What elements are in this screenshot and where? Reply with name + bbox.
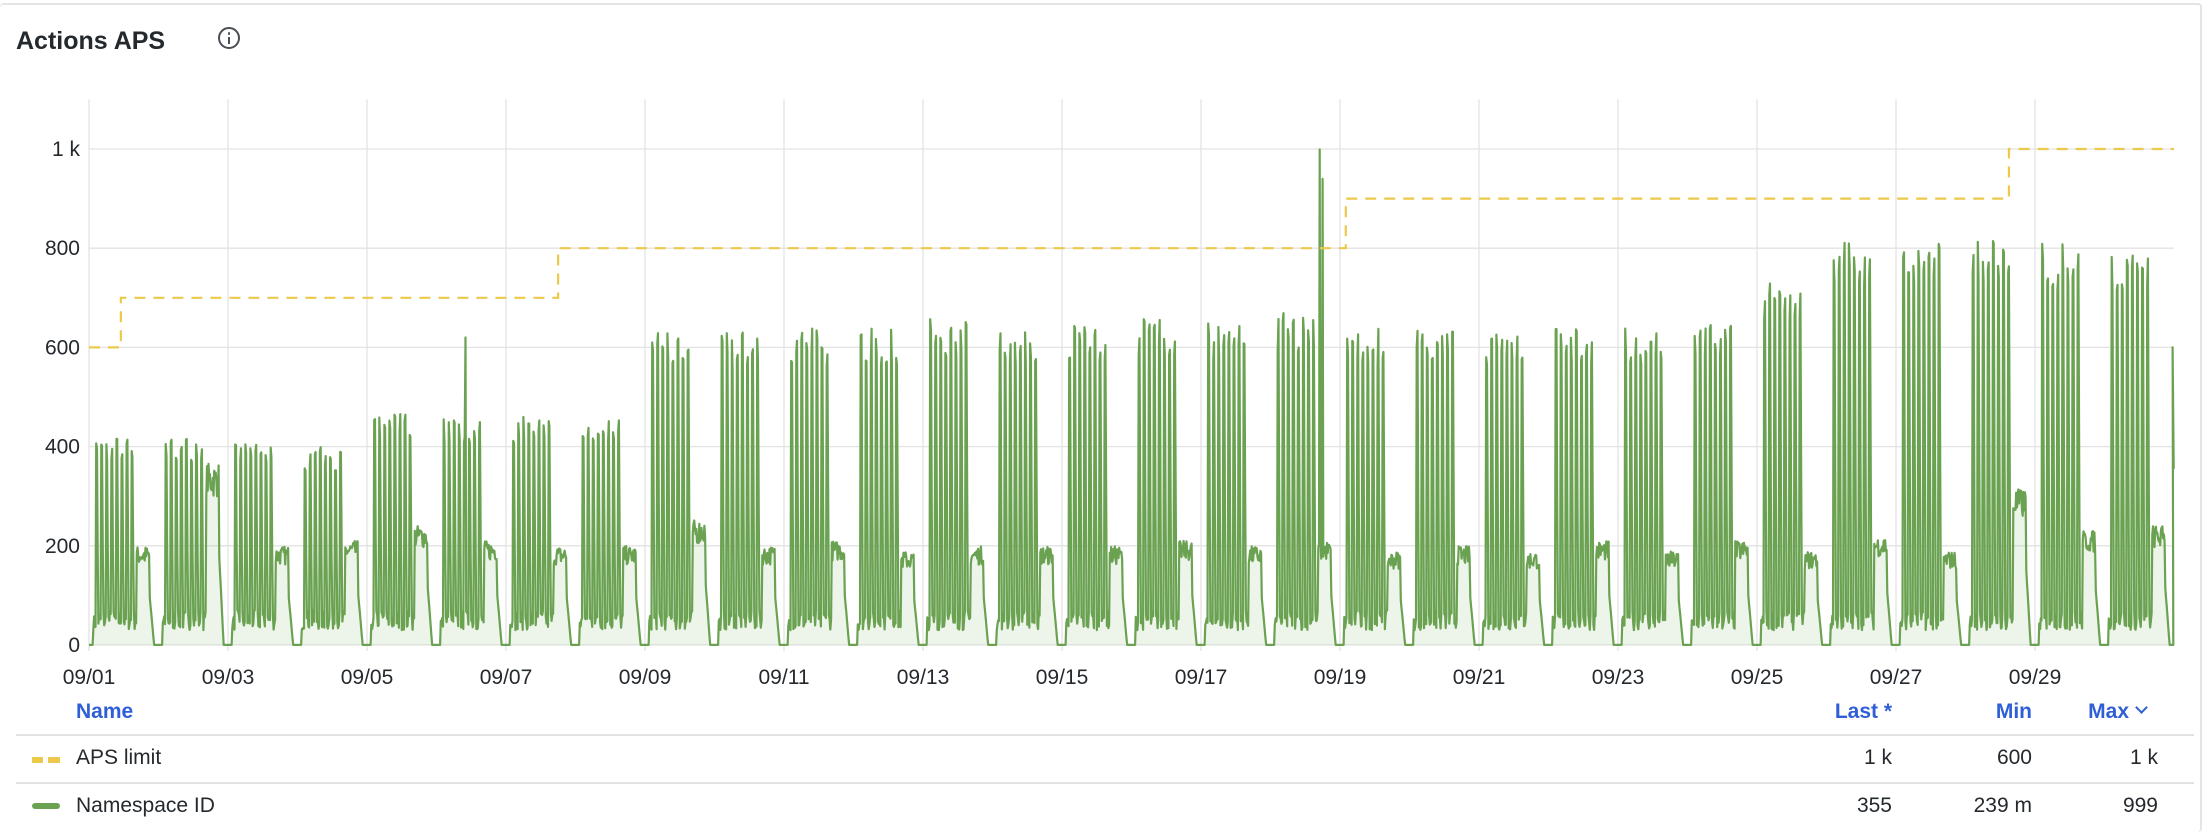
- x-tick-label: 09/01: [63, 666, 116, 689]
- series-namespace-id-line: [88, 148, 2175, 646]
- y-tick-label: 600: [45, 336, 80, 359]
- legend-header-max-label: Max: [2088, 700, 2129, 723]
- x-tick-label: 09/23: [1592, 666, 1645, 689]
- legend-header-last[interactable]: Last *: [1752, 700, 1892, 724]
- info-circle-icon[interactable]: [218, 27, 240, 49]
- value-min: 239 m: [1973, 794, 2032, 817]
- y-tick-label: 0: [68, 634, 80, 657]
- x-tick-label: 09/27: [1870, 666, 1923, 689]
- x-tick-label: 09/03: [202, 666, 255, 689]
- x-tick-label: 09/19: [1314, 666, 1367, 689]
- x-tick-label: 09/11: [759, 666, 810, 689]
- y-axis: 0 200 400 600 800 1 k: [45, 138, 81, 657]
- x-tick-label: 09/07: [480, 666, 533, 689]
- legend-header-max[interactable]: Max: [2006, 700, 2148, 724]
- x-tick-label: 09/21: [1453, 666, 1506, 689]
- legend-header-name[interactable]: Name: [76, 700, 134, 723]
- y-tick-label: 200: [45, 535, 80, 558]
- y-tick-label: 400: [45, 436, 80, 459]
- panel-title: Actions APS: [16, 27, 166, 55]
- legend-header: Name Last * Min Max: [16, 694, 2194, 734]
- value-max: 1 k: [2129, 746, 2158, 769]
- grid: [88, 99, 2174, 651]
- legend-table: Name Last * Min Max APS limit 1 k 600 1 …: [16, 694, 2194, 830]
- legend-row-aps-limit[interactable]: APS limit 1 k 600 1 k: [16, 734, 2194, 782]
- value-max: 999: [2122, 794, 2158, 817]
- x-tick-label: 09/15: [1036, 666, 1089, 689]
- x-axis: 09/01 09/03 09/05 09/07 09/09 09/11 09/13 09/15…: [63, 666, 2062, 689]
- value-last: 355: [1856, 794, 1892, 817]
- x-tick-label: 09/25: [1731, 666, 1784, 689]
- series-aps-limit-line: [89, 147, 2174, 349]
- solid-line-swatch-icon: [32, 803, 60, 809]
- legend-row-namespace-id[interactable]: Namespace ID 355 239 m 999: [16, 782, 2194, 830]
- x-tick-label: 09/05: [341, 666, 394, 689]
- series-name: Namespace ID: [76, 794, 215, 817]
- x-tick-label: 09/13: [897, 666, 950, 689]
- value-min: 600: [1996, 746, 2032, 769]
- y-tick-label: 800: [45, 237, 80, 260]
- x-tick-label: 09/29: [2009, 666, 2062, 689]
- legend-header-min-label: Min: [1995, 700, 2032, 723]
- legend-header-last-label: Last *: [1834, 700, 1892, 723]
- y-tick-label: 1 k: [52, 138, 81, 161]
- dashed-line-swatch-icon: [32, 757, 60, 763]
- x-tick-label: 09/17: [1175, 666, 1228, 689]
- value-last: 1 k: [1863, 746, 1892, 769]
- chevron-down-icon: [2135, 701, 2148, 714]
- series-name: APS limit: [76, 746, 162, 769]
- x-tick-label: 09/09: [619, 666, 672, 689]
- legend-header-min[interactable]: Min: [1892, 700, 2032, 724]
